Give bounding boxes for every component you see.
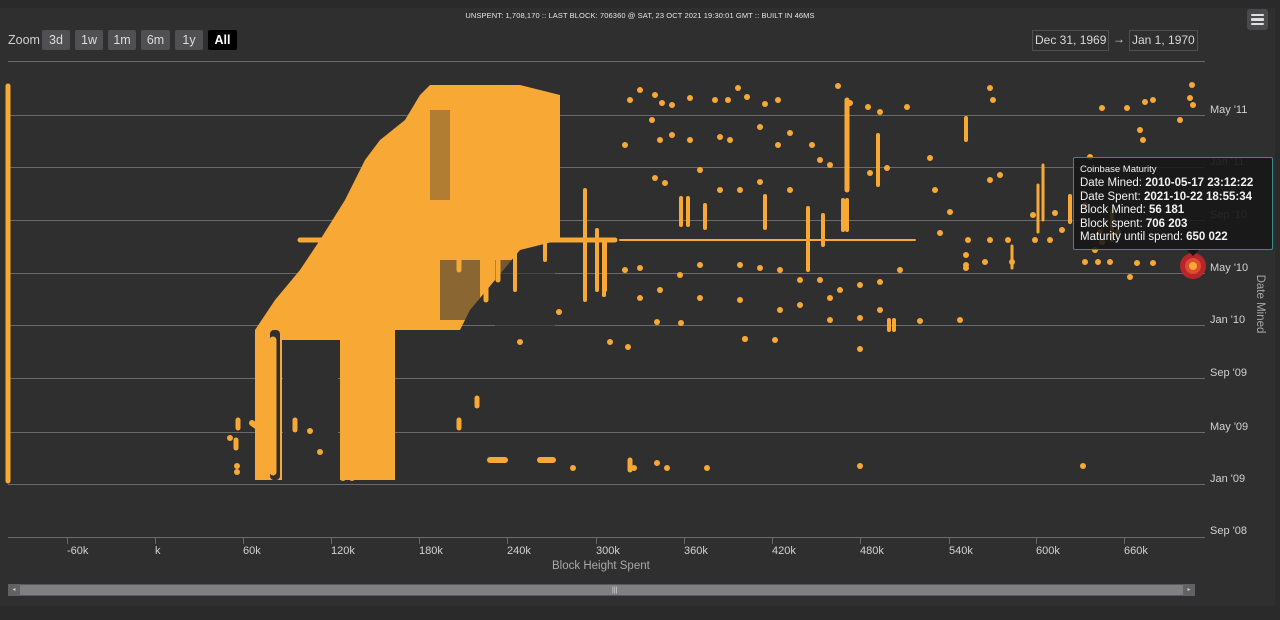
range-to-input[interactable]: Jan 1, 1970 (1129, 30, 1198, 51)
range-from-input[interactable]: Dec 31, 1969 (1032, 30, 1110, 51)
x-tick-label: 300k (596, 545, 620, 557)
zoom-all-button[interactable]: All (208, 30, 237, 50)
x-tick-label: 180k (419, 545, 443, 557)
status-bar: UNSPENT: 1,708,170 :: LAST BLOCK: 706360… (465, 11, 815, 20)
scrollbar-thumb[interactable]: ||| (20, 585, 1183, 595)
zoom-label: Zoom (8, 33, 40, 47)
data-points (5, 82, 1196, 484)
y-tick-label: Sep '09 (1210, 367, 1247, 379)
zoom-1w-button[interactable]: 1w (75, 30, 103, 50)
scroll-right-arrow-icon[interactable]: ▸ (1183, 584, 1195, 596)
x-tick-label: 360k (684, 545, 708, 557)
x-axis-title: Block Height Spent (552, 560, 650, 572)
zoom-1m-button[interactable]: 1m (108, 30, 136, 50)
tooltip-date-spent: Date Spent: 2021-10-22 18:55:34 (1080, 190, 1252, 203)
tooltip-maturity: Maturity until spend: 650 022 (1080, 231, 1228, 243)
grip-icon: ||| (612, 587, 618, 594)
zoom-1y-button[interactable]: 1y (175, 30, 203, 50)
scroll-left-arrow-icon[interactable]: ◂ (8, 584, 20, 596)
tooltip-title: Coinbase Maturity (1080, 164, 1157, 175)
x-tick-label: 60k (243, 545, 261, 557)
zoom-3d-button[interactable]: 3d (42, 30, 70, 50)
highlighted-point[interactable] (1180, 253, 1206, 279)
y-tick-label: Sep '08 (1210, 525, 1247, 537)
y-tick-label: May '10 (1210, 262, 1249, 274)
x-tick-label: 540k (949, 545, 973, 557)
x-tick-label: 480k (860, 545, 884, 557)
tooltip-block-mined: Block Mined: 56 181 (1080, 204, 1185, 216)
x-tick-label: -60k (67, 545, 89, 557)
tooltip-pointer (1187, 250, 1199, 256)
y-tick-label: Jan '09 (1210, 473, 1246, 485)
point-tooltip: Coinbase Maturity Date Mined: 2010-05-17… (1073, 157, 1273, 250)
hamburger-icon-bar (1251, 18, 1264, 21)
tooltip-block-spent: Block spent: 706 203 (1080, 217, 1188, 230)
hamburger-menu-button[interactable] (1247, 9, 1268, 30)
tooltip-date-mined: Date Mined: 2010-05-17 23:12:22 (1080, 177, 1254, 189)
y-axis-title: Date Mined (1254, 274, 1266, 334)
gridlines (8, 61, 1205, 485)
x-tick-label: k (155, 545, 161, 557)
y-tick-label: May '09 (1210, 421, 1249, 433)
x-tick-label: 660k (1124, 545, 1148, 557)
chart-frame (0, 8, 1275, 606)
hamburger-icon (1251, 13, 1264, 17)
x-tick-label: 600k (1036, 545, 1060, 557)
y-tick-label: Jan '10 (1210, 314, 1246, 326)
x-tick-label: 120k (331, 545, 355, 557)
hamburger-icon-bar (1251, 22, 1264, 26)
navigator-scrollbar[interactable]: ◂ ||| ▸ (8, 584, 1195, 596)
x-axis (8, 537, 1205, 544)
range-arrow-icon: → (1113, 32, 1125, 46)
x-tick-label: 420k (772, 545, 796, 557)
zoom-6m-button[interactable]: 6m (141, 30, 170, 50)
y-tick-label: May '11 (1210, 104, 1248, 116)
x-tick-label: 240k (507, 545, 531, 557)
